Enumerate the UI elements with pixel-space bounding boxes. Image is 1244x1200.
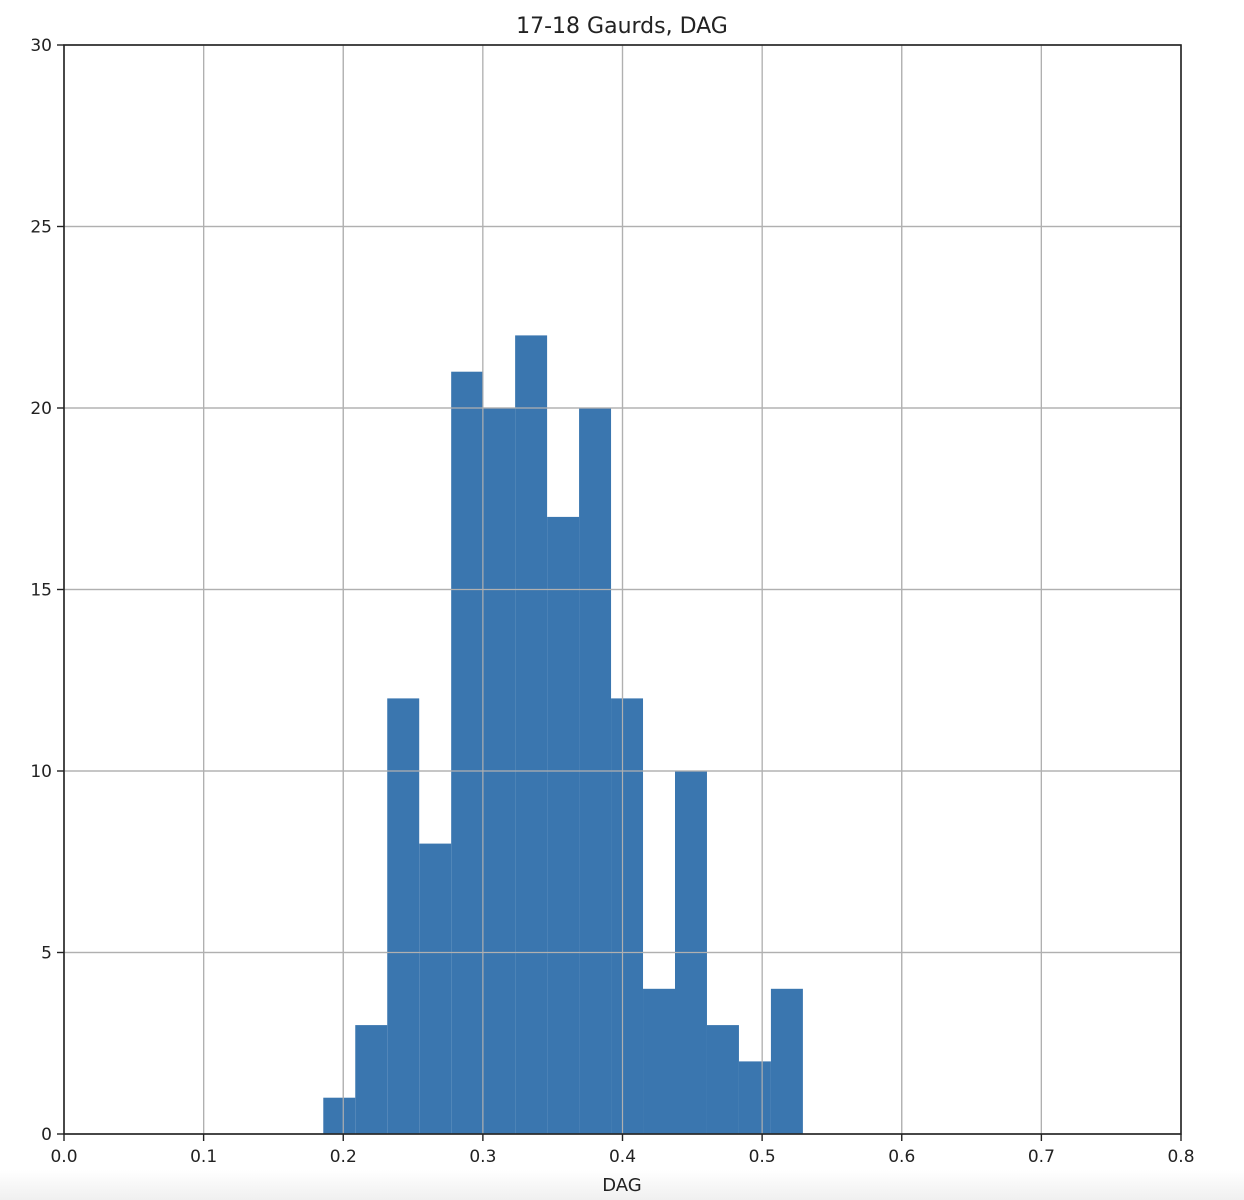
grid-overlay <box>63 44 1182 1135</box>
chart-title: 17-18 Gaurds, DAG <box>516 14 728 39</box>
y-tick-label: 10 <box>30 762 52 782</box>
y-tick-label: 20 <box>30 399 52 419</box>
x-tick-label: 0.1 <box>190 1147 217 1167</box>
x-tick-label: 0.5 <box>749 1147 776 1167</box>
y-tick-label: 30 <box>30 36 52 56</box>
y-tick-label: 5 <box>41 944 52 964</box>
histogram-bar <box>419 843 452 1134</box>
x-tick-label: 0.4 <box>609 1147 636 1167</box>
x-tick-label: 0.2 <box>330 1147 357 1167</box>
x-tick-label: 0.7 <box>1028 1147 1055 1167</box>
histogram-bar <box>355 1025 388 1134</box>
x-tick-label: 0.6 <box>888 1147 915 1167</box>
histogram-bar <box>451 371 484 1134</box>
y-tick-label: 15 <box>30 581 52 601</box>
bars-layer <box>63 44 1182 1135</box>
x-tick-label: 0.0 <box>50 1147 77 1167</box>
x-tick-label: 0.8 <box>1167 1147 1194 1167</box>
histogram-bar <box>323 1097 356 1134</box>
histogram-bar <box>547 516 580 1134</box>
histogram-bar <box>611 698 644 1134</box>
x-tick-label: 0.3 <box>469 1147 496 1167</box>
y-tick-label: 0 <box>41 1125 52 1145</box>
histogram-bar <box>706 1025 739 1134</box>
x-axis-label: DAG <box>602 1175 642 1196</box>
y-tick-label: 25 <box>30 218 52 238</box>
histogram-bar <box>515 335 548 1134</box>
histogram-bar <box>770 988 803 1134</box>
ticks-layer: 0.0 0.1 0.2 0.3 0.4 0.5 0.6 0.7 0.8 0 5 10 15 20 25 30 <box>30 36 1194 1167</box>
bottom-strip <box>0 1170 1244 1200</box>
histogram-bar <box>387 698 420 1134</box>
histogram-bar <box>643 988 675 1134</box>
histogram-bar <box>738 1061 771 1134</box>
